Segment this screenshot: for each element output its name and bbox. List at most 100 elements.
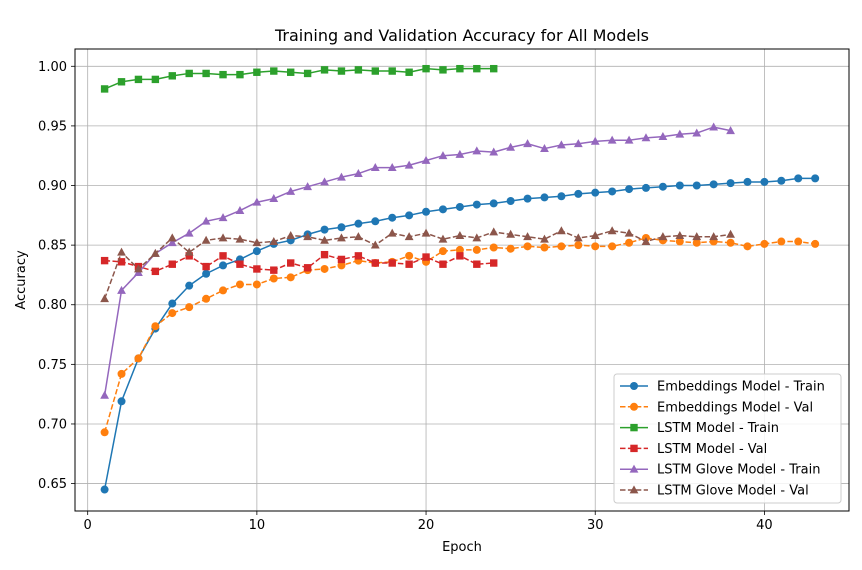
data-point (472, 146, 482, 155)
data-point (287, 68, 295, 76)
data-point (354, 219, 363, 228)
data-point (117, 247, 126, 256)
chart-title: Training and Validation Accuracy for All… (274, 26, 649, 45)
data-point (473, 64, 481, 73)
data-point (490, 64, 498, 73)
data-point (439, 260, 447, 268)
legend-label: LSTM Model - Val (657, 442, 767, 457)
data-point (556, 140, 566, 149)
data-point (455, 202, 464, 211)
data-point (387, 228, 397, 237)
data-point (506, 197, 515, 206)
data-point (490, 259, 498, 267)
data-point (608, 242, 617, 251)
x-tick-label: 30 (587, 518, 604, 533)
legend-item-0: Embeddings Model - Train (620, 380, 825, 395)
data-point (269, 236, 279, 245)
data-point (253, 265, 261, 273)
data-point (422, 64, 430, 73)
data-point (100, 390, 110, 399)
data-point (303, 69, 312, 78)
data-point (641, 133, 651, 142)
legend-marker (629, 485, 639, 494)
data-point (709, 232, 719, 241)
series-line (103, 126, 731, 396)
data-point (438, 205, 447, 214)
data-point (438, 151, 448, 160)
data-point (455, 230, 465, 239)
data-point (354, 252, 363, 260)
legend-item-4: LSTM Glove Model - Train (620, 463, 820, 478)
data-point (303, 264, 312, 272)
data-point (574, 241, 583, 250)
data-point (675, 129, 685, 138)
data-point (252, 280, 261, 289)
data-point (253, 68, 261, 76)
legend-marker (630, 382, 638, 390)
data-point (540, 143, 549, 152)
data-point (726, 229, 735, 238)
data-point (557, 242, 566, 251)
data-point (150, 248, 160, 257)
data-point (353, 232, 363, 241)
data-point (523, 232, 532, 241)
data-point (540, 193, 549, 202)
y-tick-label: 0.95 (38, 119, 67, 134)
data-point (590, 230, 600, 239)
data-point (354, 66, 363, 74)
data-point (337, 67, 346, 75)
data-point (337, 233, 346, 242)
data-point (455, 245, 464, 254)
data-point (540, 243, 549, 252)
data-point (286, 186, 296, 195)
data-point (456, 252, 464, 260)
data-point (421, 228, 431, 237)
data-point (218, 213, 228, 222)
y-tick-label: 0.70 (38, 417, 67, 432)
data-point (641, 236, 651, 245)
data-point (456, 64, 464, 73)
x-tick-label: 0 (84, 518, 92, 533)
x-tick-label: 10 (249, 518, 266, 533)
data-point (201, 235, 211, 244)
legend-label: Embeddings Model - Train (657, 380, 825, 395)
data-point (573, 139, 583, 148)
data-point (692, 128, 702, 137)
data-point (692, 238, 701, 247)
data-point (388, 259, 396, 267)
data-point (658, 182, 667, 191)
data-point (303, 232, 313, 241)
data-point (286, 230, 296, 239)
data-point (185, 69, 193, 78)
data-point (590, 136, 600, 145)
data-point (405, 260, 413, 268)
data-point (371, 217, 380, 226)
y-tick-label: 0.75 (38, 358, 67, 373)
data-point (235, 205, 245, 214)
data-point (658, 132, 668, 141)
data-point (219, 286, 228, 295)
data-point (202, 294, 211, 303)
data-point (236, 70, 244, 79)
data-point (202, 262, 210, 271)
data-point (184, 228, 194, 237)
data-point (235, 280, 244, 289)
data-point (760, 239, 769, 248)
data-point (286, 273, 295, 282)
data-point (202, 269, 211, 278)
data-point (388, 67, 396, 75)
legend-item-1: Embeddings Model - Val (620, 400, 813, 415)
data-point (675, 237, 684, 246)
data-point (219, 252, 227, 260)
data-point (625, 185, 634, 194)
data-point (320, 264, 329, 273)
data-point (151, 322, 160, 331)
legend-item-3: LSTM Model - Val (620, 442, 767, 457)
series-line (103, 230, 731, 300)
data-point (811, 239, 820, 248)
data-point (422, 207, 431, 216)
data-point (337, 223, 346, 232)
data-point (371, 259, 379, 267)
data-point (777, 237, 786, 246)
series-3 (100, 250, 498, 276)
